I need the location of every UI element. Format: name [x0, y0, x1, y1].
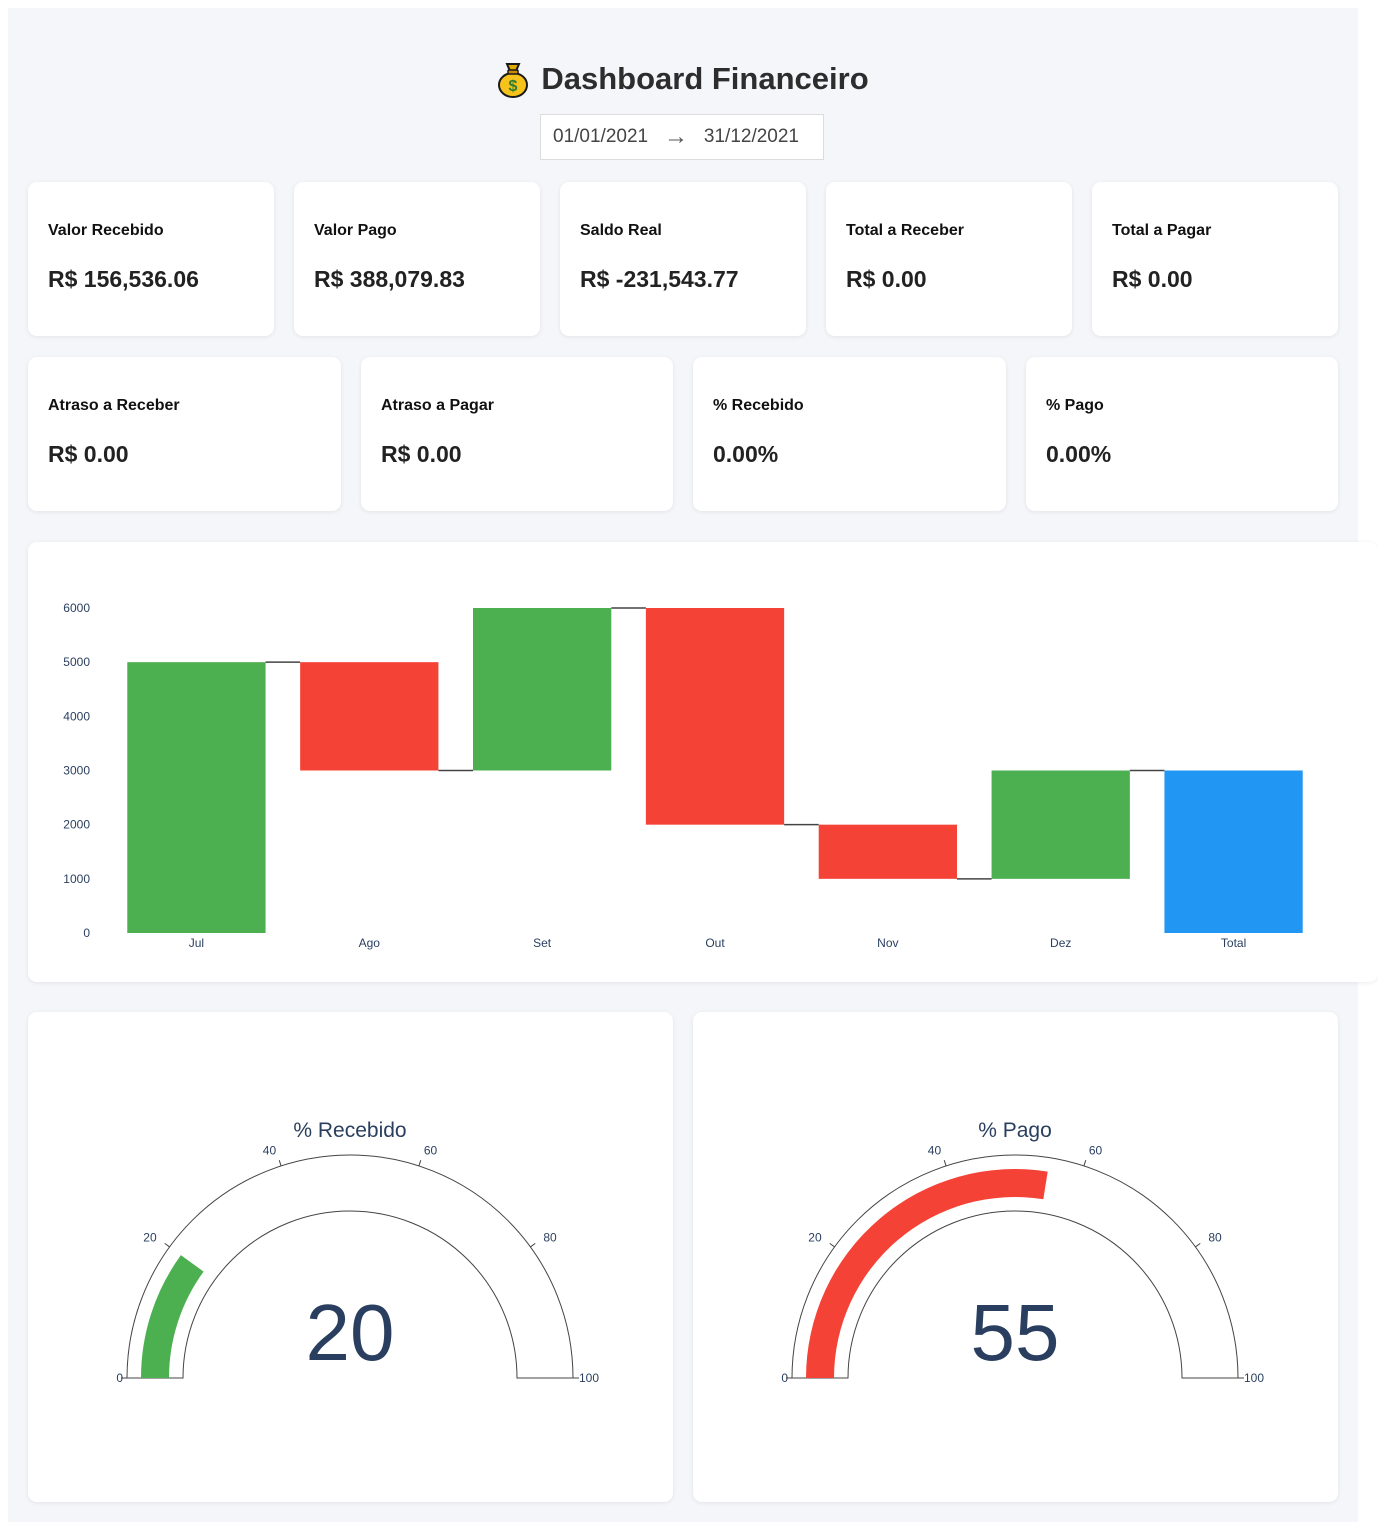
gauge-tick	[278, 1160, 282, 1167]
waterfall-bar-nov	[818, 824, 957, 879]
kpi-card-saldo-real: Saldo Real R$ -231,543.77	[560, 182, 806, 336]
gauge-title: % Pago	[978, 1119, 1052, 1142]
gauge-tick	[829, 1242, 835, 1248]
gauge-card-pago: 0 20 40 60 80 100 % Pago 55	[693, 1012, 1338, 1502]
kpi-value: R$ -231,543.77	[580, 266, 739, 292]
x-tick-label: Nov	[877, 936, 898, 950]
kpi-label: % Recebido	[713, 397, 804, 414]
kpi-label: Total a Pagar	[1112, 222, 1212, 239]
gauge-tick-label: 100	[579, 1371, 599, 1385]
kpi-card-valor-pago: Valor Pago R$ 388,079.83	[294, 182, 540, 336]
kpi-card-total-a-pagar: Total a Pagar R$ 0.00	[1092, 182, 1338, 336]
gauge-tick	[1083, 1160, 1087, 1167]
gauge-tick	[418, 1160, 422, 1167]
kpi-value: R$ 0.00	[1112, 266, 1193, 292]
y-tick-label: 5000	[63, 655, 90, 669]
kpi-card-percent-recebido: % Recebido 0.00%	[693, 357, 1006, 511]
waterfall-bar-total	[1164, 770, 1303, 933]
gauge-title: % Recebido	[293, 1119, 406, 1142]
waterfall-bar-ago	[300, 662, 439, 771]
gauge-chart-recebido: 0 20 40 60 80 100 % Recebido 20	[116, 1119, 599, 1385]
page-title: $ Dashboard Financeiro	[8, 60, 1358, 98]
gauge-tick-label: 40	[263, 1144, 277, 1158]
x-tick-label: Set	[533, 936, 552, 950]
x-tick-label: Ago	[359, 936, 381, 950]
kpi-value: R$ 156,536.06	[48, 266, 199, 292]
waterfall-bar-jul	[127, 662, 266, 933]
gauge-track	[126, 1154, 574, 1379]
waterfall-chart: 0 1000 2000 3000 4000 5000 6000 Jul Ago Set Out Nov…	[63, 601, 1303, 950]
y-tick-label: 2000	[63, 818, 90, 832]
gauge-tick-label: 80	[543, 1231, 557, 1245]
kpi-value: R$ 0.00	[48, 441, 129, 467]
gauge-value-bar	[806, 1169, 1048, 1378]
waterfall-bar-set	[473, 608, 612, 771]
kpi-card-atraso-a-receber: Atraso a Receber R$ 0.00	[28, 357, 341, 511]
kpi-label: Atraso a Receber	[48, 397, 180, 414]
gauge-value: 55	[971, 1288, 1060, 1377]
kpi-label: Valor Recebido	[48, 222, 164, 239]
x-tick-label: Jul	[189, 936, 204, 950]
gauge-tick-label: 20	[143, 1231, 157, 1245]
gauge-tick-label: 20	[808, 1231, 822, 1245]
gauge-tick-label: 100	[1244, 1371, 1264, 1385]
money-bag-icon: $	[498, 63, 529, 98]
gauge-tick-label: 0	[781, 1371, 788, 1385]
kpi-value: R$ 0.00	[846, 266, 927, 292]
gauge-chart-pago: 0 20 40 60 80 100 % Pago 55	[781, 1119, 1264, 1385]
kpi-card-percent-pago: % Pago 0.00%	[1026, 357, 1338, 511]
gauge-tick	[530, 1242, 536, 1248]
gauge-tick-label: 40	[928, 1144, 942, 1158]
arrow-right-icon: →	[664, 123, 688, 150]
kpi-value: 0.00%	[713, 441, 779, 467]
y-tick-label: 3000	[63, 764, 90, 778]
gauge-tick-label: 80	[1208, 1231, 1222, 1245]
gauge-value-bar	[141, 1255, 204, 1378]
gauge-value: 20	[306, 1288, 395, 1377]
y-tick-label: 0	[83, 926, 90, 940]
start-date-input[interactable]: 01/01/2021	[553, 126, 649, 147]
gauge-tick	[164, 1242, 170, 1248]
x-tick-label: Dez	[1050, 936, 1071, 950]
y-tick-label: 1000	[63, 872, 90, 886]
waterfall-bar-out	[645, 608, 785, 825]
gauge-tick-label: 60	[1089, 1144, 1103, 1158]
kpi-label: Atraso a Pagar	[381, 397, 494, 414]
kpi-label: % Pago	[1046, 397, 1104, 414]
date-range-picker[interactable]: 01/01/2021 → 31/12/2021	[540, 114, 824, 160]
gauge-tick-label: 60	[424, 1144, 438, 1158]
kpi-label: Total a Receber	[846, 222, 964, 239]
y-tick-label: 6000	[63, 601, 90, 615]
gauge-tick-label: 0	[116, 1371, 123, 1385]
svg-text:$: $	[509, 78, 518, 95]
kpi-card-total-a-receber: Total a Receber R$ 0.00	[826, 182, 1072, 336]
end-date-input[interactable]: 31/12/2021	[703, 126, 799, 147]
kpi-value: R$ 0.00	[381, 441, 462, 467]
y-tick-label: 4000	[63, 709, 90, 723]
kpi-value: R$ 388,079.83	[314, 266, 465, 292]
gauge-tick	[1195, 1242, 1201, 1248]
page-title-text: Dashboard Financeiro	[541, 61, 869, 96]
x-tick-label: Out	[705, 936, 725, 950]
kpi-card-valor-recebido: Valor Recebido R$ 156,536.06	[28, 182, 274, 336]
kpi-card-atraso-a-pagar: Atraso a Pagar R$ 0.00	[361, 357, 673, 511]
kpi-value: 0.00%	[1046, 441, 1112, 467]
gauge-card-recebido: 0 20 40 60 80 100 % Recebido 20	[28, 1012, 673, 1502]
kpi-label: Valor Pago	[314, 222, 397, 239]
gauge-tick	[943, 1160, 947, 1167]
waterfall-bar-dez	[991, 770, 1130, 879]
dashboard-page: $ Dashboard Financeiro 01/01/2021 → 31/1…	[8, 8, 1378, 1522]
x-tick-label: Total	[1221, 936, 1246, 950]
kpi-label: Saldo Real	[580, 222, 662, 239]
waterfall-chart-card: 0 1000 2000 3000 4000 5000 6000 Jul Ago Set Out Nov…	[28, 542, 1378, 982]
